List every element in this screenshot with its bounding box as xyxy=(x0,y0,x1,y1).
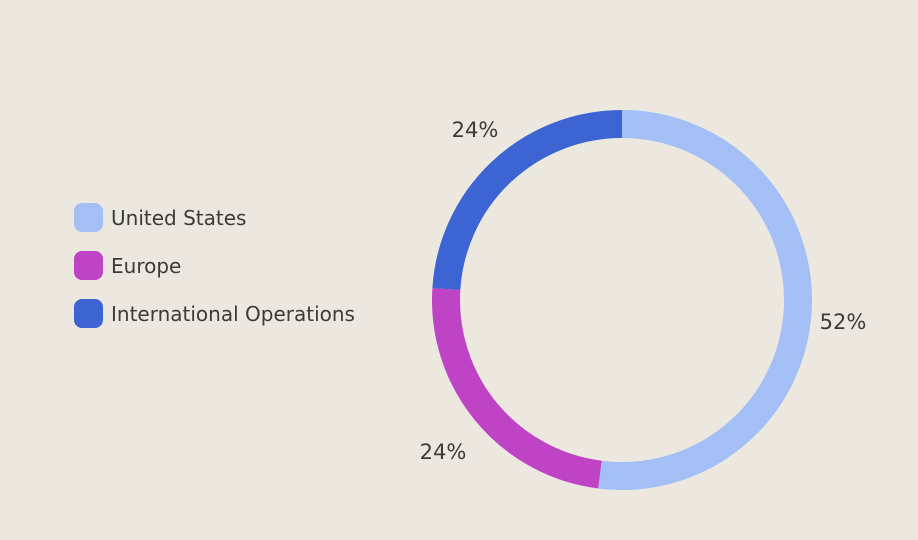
legend-item-europe[interactable]: Europe xyxy=(74,251,355,280)
legend-label-international-operations: International Operations xyxy=(111,301,355,326)
donut-segment-united-states[interactable] xyxy=(598,110,812,490)
donut-segment-europe[interactable] xyxy=(432,288,602,489)
legend-swatch-europe xyxy=(74,251,103,280)
legend-swatch-international-operations xyxy=(74,299,103,328)
slice-label-international-operations: 24% xyxy=(451,118,499,142)
legend-label-united-states: United States xyxy=(111,205,247,230)
legend-item-united-states[interactable]: United States xyxy=(74,203,355,232)
slice-label-united-states: 52% xyxy=(819,310,867,334)
legend-swatch-united-states xyxy=(74,203,103,232)
legend-item-international-operations[interactable]: International Operations xyxy=(74,299,355,328)
legend: United States Europe International Opera… xyxy=(74,203,355,328)
legend-label-europe: Europe xyxy=(111,253,182,278)
slice-label-europe: 24% xyxy=(419,440,467,464)
donut-segment-international-operations[interactable] xyxy=(432,110,623,290)
